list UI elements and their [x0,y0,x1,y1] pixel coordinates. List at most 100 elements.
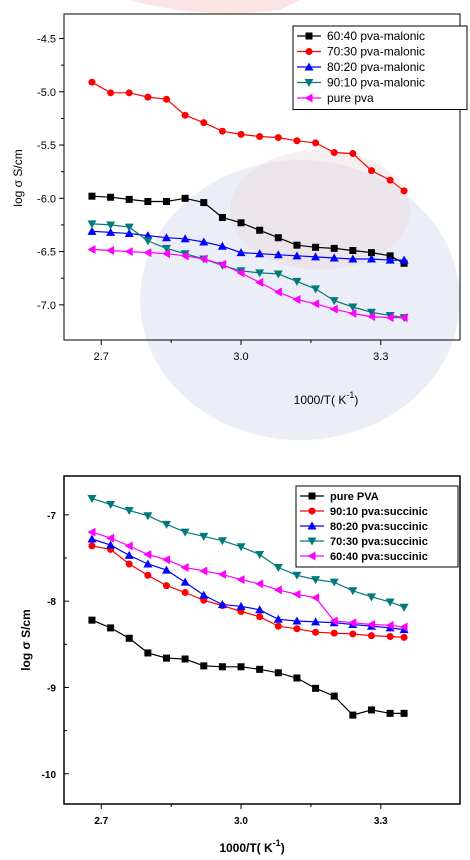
data-point [329,616,338,626]
data-point [107,193,115,201]
data-point [311,593,320,603]
data-point [386,709,394,717]
legend-marker [304,79,314,87]
y-axis: -7 -8 -9 -10 [42,511,69,781]
data-point [312,628,320,636]
data-point [273,287,282,297]
legend-label: 80:20 pva:succinic [330,521,428,533]
data-point [255,579,264,589]
data-point [125,560,133,568]
data-point [273,270,283,279]
data-point [180,562,189,572]
data-point [237,219,245,227]
series-line [91,497,405,608]
data-point [312,684,320,692]
data-point [256,133,264,141]
data-point [125,89,133,97]
data-point [399,603,409,612]
x-tick-label: 3.3 [373,351,388,363]
data-point [348,308,357,318]
data-point [293,625,301,633]
data-point [199,532,209,541]
x-tick-label: 3.3 [374,816,388,827]
x-tick-label: 3.0 [233,351,248,363]
data-point [349,711,357,719]
legend-label: 60:40 pva-malonic [327,29,425,43]
y-tick-label: -5.0 [37,87,56,99]
data-point [237,663,245,671]
data-point [199,590,209,599]
data-point [107,89,115,97]
data-point [88,616,96,624]
data-point [293,674,301,682]
legend-label: 70:30 pva:succinic [330,536,428,548]
data-point [125,195,133,203]
legend-marker [305,48,313,55]
data-point [329,253,339,262]
data-point [181,194,189,202]
series-group [87,494,409,719]
data-point [236,268,245,278]
data-point [87,220,97,229]
data-point [386,633,394,641]
data-point [218,213,226,221]
data-point [255,277,264,287]
data-point [88,542,96,550]
data-point [199,237,209,246]
data-point [311,576,321,585]
data-point [312,139,320,147]
data-point [144,93,152,101]
data-point [274,622,282,630]
data-point [367,249,375,257]
data-point [143,231,153,240]
data-point [292,277,302,286]
data-point [292,251,302,260]
data-point [274,234,282,242]
data-point [236,248,246,257]
y-tick-label: -7.0 [37,300,56,312]
data-point [124,247,133,257]
data-point [385,313,394,323]
data-point [143,550,152,560]
data-point [143,248,152,258]
data-point [217,259,226,269]
data-point [255,249,265,258]
data-point [293,137,301,145]
data-point [348,303,358,312]
x-axis-label-superscript: -1 [273,838,281,848]
data-point [330,244,338,252]
data-point [143,559,153,568]
data-point [218,127,226,135]
data-point [144,198,152,206]
data-point [124,228,134,237]
series-line [91,230,405,261]
data-point [124,223,134,232]
data-point [399,313,408,323]
data-point [87,534,97,543]
legend-label: 60:40 pva:succinic [330,551,428,563]
x-tick-label: 2.7 [94,816,108,827]
legend-marker [307,521,317,530]
data-point [106,500,116,509]
data-point [367,706,375,714]
data-point [87,226,97,235]
data-point [311,285,321,294]
data-point [400,633,408,641]
data-point [367,167,375,175]
data-point [292,571,302,580]
data-point [256,665,264,673]
data-point [399,622,408,632]
data-point [386,176,394,184]
x-tick-label: 3.0 [234,816,248,827]
legend-label: 70:30 pva-malonic [327,45,425,59]
y-tick-label: -4.5 [37,34,56,46]
data-point [180,577,190,586]
data-point [199,254,208,264]
data-point [217,241,227,250]
data-point [273,250,283,259]
data-point [311,252,321,261]
data-point [87,527,96,537]
y-tick-label: -8 [47,597,56,608]
data-point [106,227,116,236]
